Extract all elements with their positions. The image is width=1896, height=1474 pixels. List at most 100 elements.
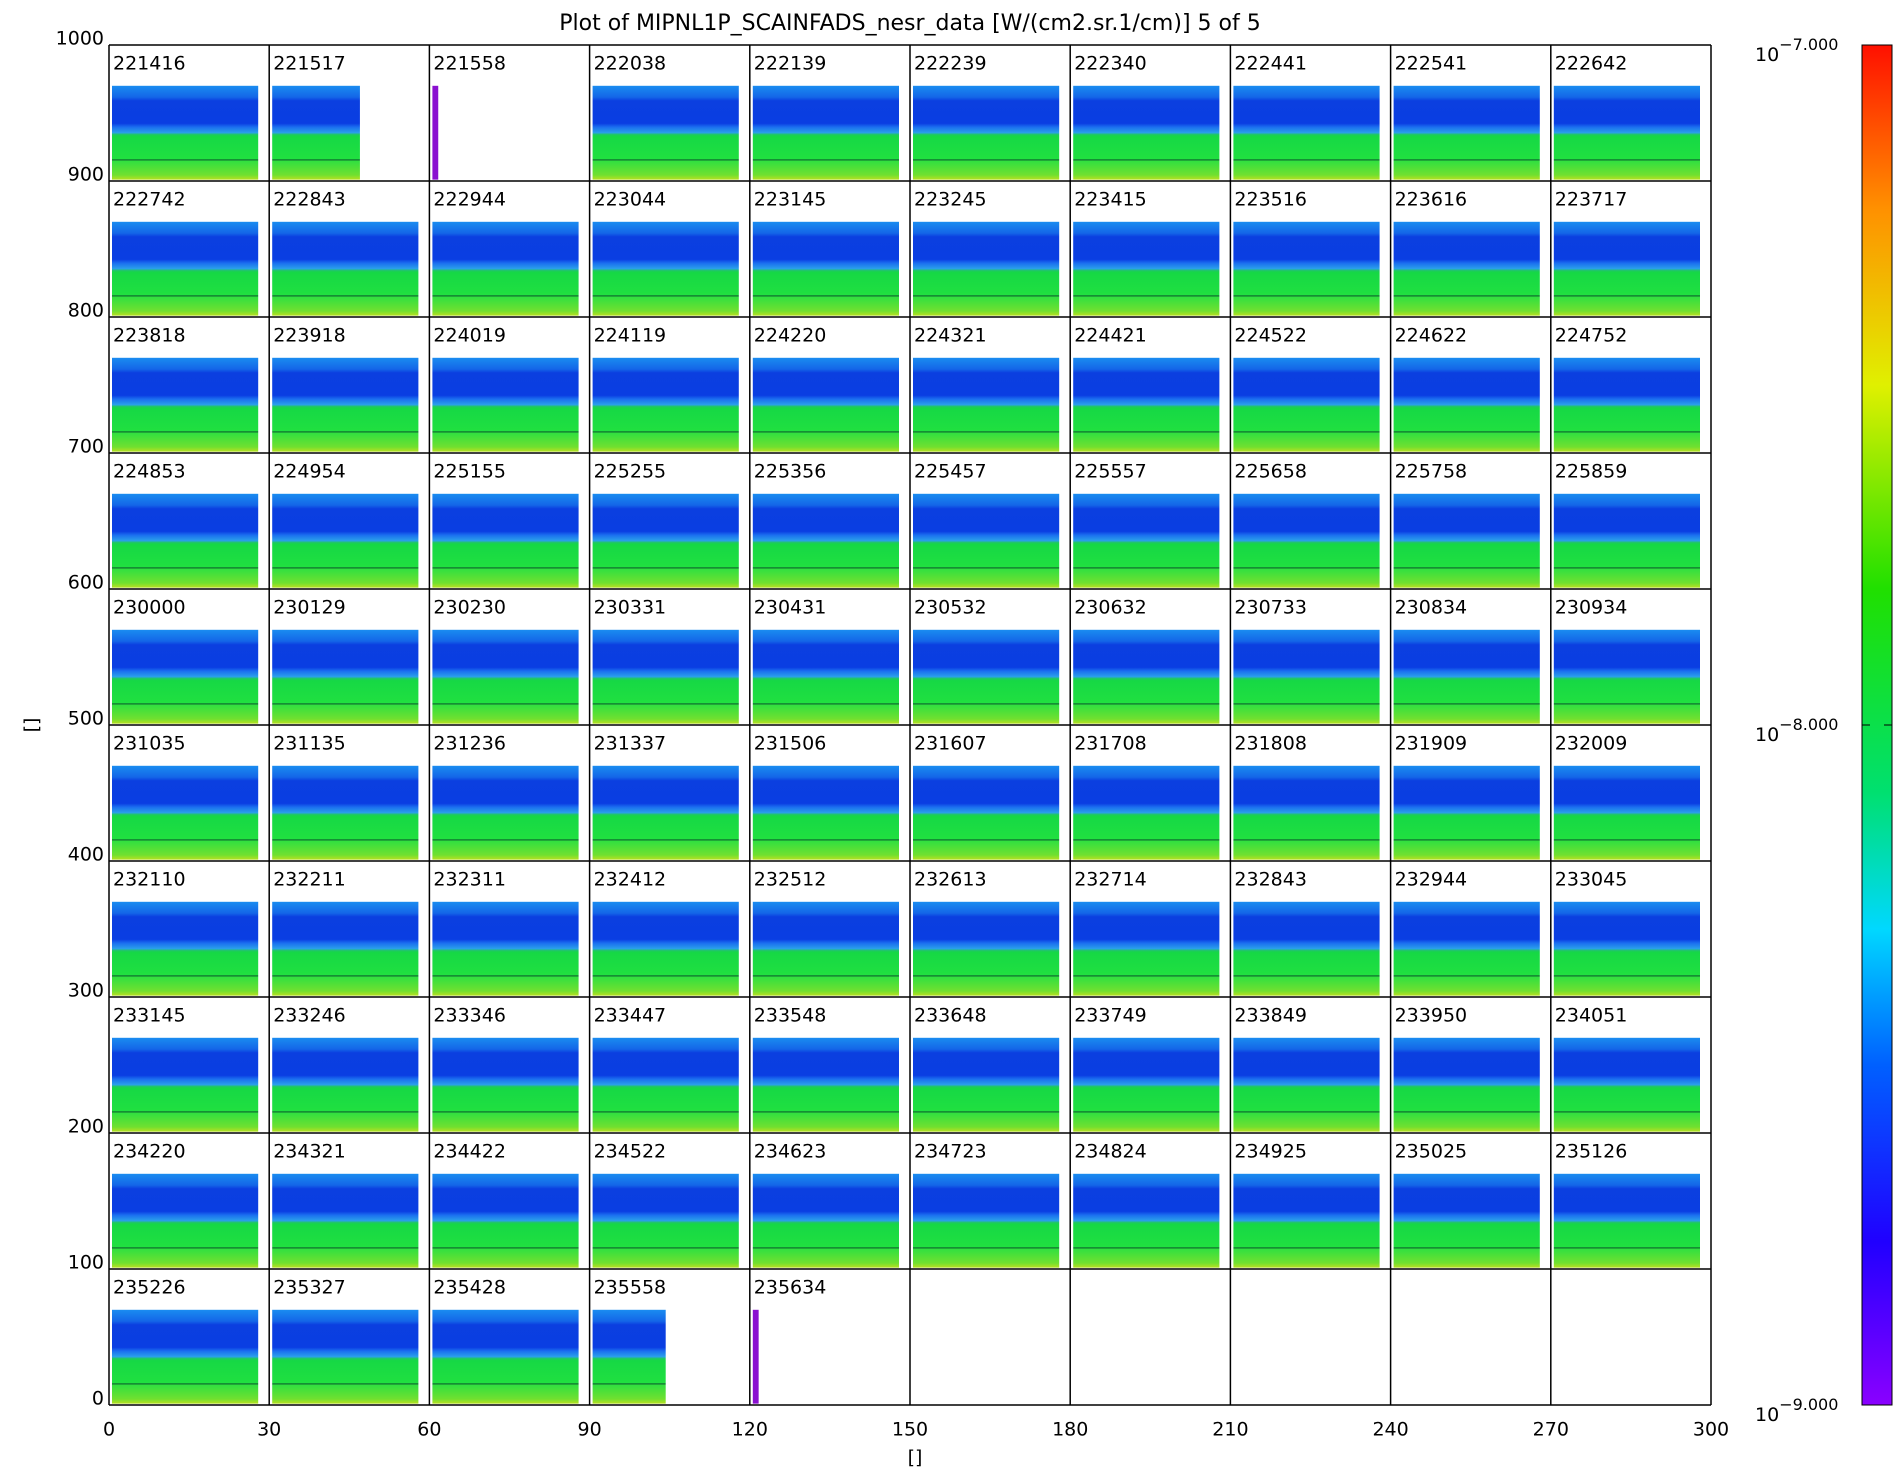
panel-image xyxy=(112,1173,259,1268)
panel-label: 230129 xyxy=(273,597,346,619)
panel-label: 232944 xyxy=(1395,869,1468,891)
panel-image xyxy=(1073,629,1220,724)
colorbar-tick-label: 10−9.000 xyxy=(1755,1395,1838,1426)
panel-label: 230230 xyxy=(433,597,506,619)
x-tick-label: 60 xyxy=(417,1419,441,1441)
panel-image xyxy=(1073,493,1220,588)
panel-label: 232009 xyxy=(1555,733,1628,755)
panel-label: 230632 xyxy=(1074,597,1147,619)
panel-image xyxy=(112,629,259,724)
panel-label: 224119 xyxy=(594,325,667,347)
panel-image xyxy=(592,765,739,860)
panel-label: 225658 xyxy=(1234,461,1307,483)
panel-label: 222038 xyxy=(594,53,667,75)
y-tick-label: 0 xyxy=(92,1388,104,1410)
panel-image xyxy=(432,85,439,180)
colorbar-tick-exponent: −7.000 xyxy=(1779,35,1838,54)
panel-label: 223245 xyxy=(914,189,987,211)
panel-image xyxy=(1073,765,1220,860)
panel-label: 222139 xyxy=(754,53,827,75)
panel-label: 224522 xyxy=(1234,325,1307,347)
panel-label: 223145 xyxy=(754,189,827,211)
panel-label: 224622 xyxy=(1395,325,1468,347)
panel-label: 231607 xyxy=(914,733,987,755)
x-tick-label: 240 xyxy=(1372,1419,1408,1441)
panel-image xyxy=(1553,629,1700,724)
panel-label: 222441 xyxy=(1234,53,1307,75)
panel-image xyxy=(272,1173,419,1268)
panel-label: 225155 xyxy=(433,461,506,483)
panel-label: 231506 xyxy=(754,733,827,755)
panel-image xyxy=(592,493,739,588)
panel-image xyxy=(1393,357,1540,452)
panel-image xyxy=(1233,765,1380,860)
panel-image xyxy=(592,1037,739,1132)
panel-image xyxy=(592,901,739,996)
panel-label: 224421 xyxy=(1074,325,1147,347)
panel-image xyxy=(1553,1173,1700,1268)
panel-label: 225557 xyxy=(1074,461,1147,483)
panel-image xyxy=(592,629,739,724)
y-tick-label: 100 xyxy=(68,1252,104,1274)
panel-image xyxy=(1553,1037,1700,1132)
colorbar-tick-base: 10 xyxy=(1755,1404,1779,1426)
panel-label: 231135 xyxy=(273,733,346,755)
panel-label: 235558 xyxy=(594,1277,667,1299)
panel-label: 232512 xyxy=(754,869,827,891)
panel-label: 225859 xyxy=(1555,461,1628,483)
panel-image xyxy=(913,901,1060,996)
panel-image xyxy=(752,221,899,316)
colorbar-tick-label: 10−7.000 xyxy=(1755,35,1838,66)
panel-image xyxy=(432,357,579,452)
panel-label: 232714 xyxy=(1074,869,1147,891)
panel-label: 231236 xyxy=(433,733,506,755)
panel-image xyxy=(1233,901,1380,996)
panel-label: 233447 xyxy=(594,1005,667,1027)
panel-label: 232412 xyxy=(594,869,667,891)
panel-image xyxy=(1233,221,1380,316)
panel-label: 234522 xyxy=(594,1141,667,1163)
panel-image xyxy=(1393,221,1540,316)
panel-label: 223516 xyxy=(1234,189,1307,211)
panel-label: 224019 xyxy=(433,325,506,347)
panel-image xyxy=(432,221,579,316)
panel-label: 224220 xyxy=(754,325,827,347)
panel-label: 222742 xyxy=(113,189,186,211)
x-tick-label: 120 xyxy=(732,1419,768,1441)
chart-title: Plot of MIPNL1P_SCAINFADS_nesr_data [W/(… xyxy=(559,11,1260,36)
y-tick-label: 700 xyxy=(68,436,104,458)
panel-label: 222239 xyxy=(914,53,987,75)
panel-label: 234824 xyxy=(1074,1141,1147,1163)
panel-image xyxy=(112,493,259,588)
panel-label: 224954 xyxy=(273,461,346,483)
panel-label: 235226 xyxy=(113,1277,186,1299)
panel-label: 233045 xyxy=(1555,869,1628,891)
panel-image xyxy=(913,221,1060,316)
panel-image xyxy=(913,765,1060,860)
panel-image xyxy=(272,357,419,452)
panel-image xyxy=(1073,901,1220,996)
panel-image xyxy=(1073,1173,1220,1268)
panel-image xyxy=(112,1037,259,1132)
panel-label: 235025 xyxy=(1395,1141,1468,1163)
panel-label: 234220 xyxy=(113,1141,186,1163)
panel-image xyxy=(1393,765,1540,860)
colorbar-tick-exponent: −9.000 xyxy=(1779,1395,1838,1414)
panel-image xyxy=(1233,629,1380,724)
panel-image xyxy=(592,1173,739,1268)
x-tick-label: 300 xyxy=(1693,1419,1729,1441)
panel-image xyxy=(432,493,579,588)
panel-image xyxy=(432,1173,579,1268)
panel-image xyxy=(592,357,739,452)
panel-label: 233145 xyxy=(113,1005,186,1027)
panel-image xyxy=(272,1309,419,1404)
x-axis-label: [] xyxy=(908,1447,923,1469)
x-tick-label: 150 xyxy=(892,1419,928,1441)
panel-label: 235428 xyxy=(433,1277,506,1299)
x-tick-label: 180 xyxy=(1052,1419,1088,1441)
panel-label: 225356 xyxy=(754,461,827,483)
panel-image xyxy=(752,85,899,180)
panel-image xyxy=(592,1309,666,1404)
panel-image xyxy=(1073,221,1220,316)
